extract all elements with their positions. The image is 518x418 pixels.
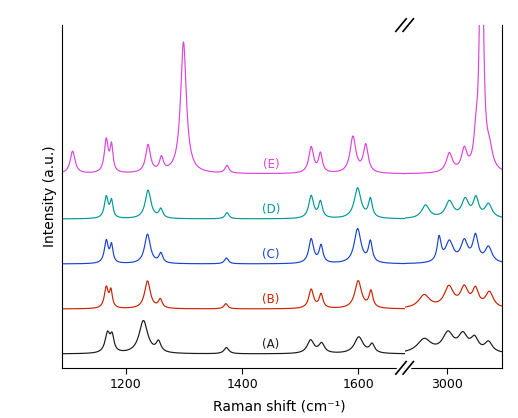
Text: (D): (D) [262,203,280,216]
Text: (C): (C) [262,248,280,261]
Text: (B): (B) [263,293,280,306]
Text: Raman shift (cm⁻¹): Raman shift (cm⁻¹) [213,400,346,414]
Y-axis label: Intensity (a.u.): Intensity (a.u.) [42,145,56,247]
Text: (E): (E) [263,158,279,171]
Text: (A): (A) [263,338,280,351]
